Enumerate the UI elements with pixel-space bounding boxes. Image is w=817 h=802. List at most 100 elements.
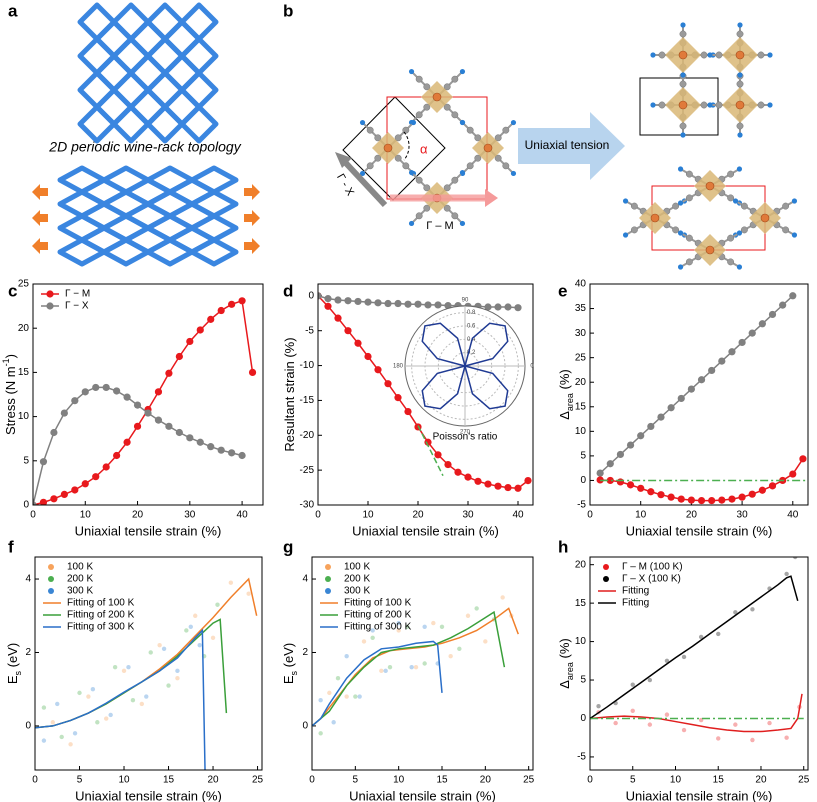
- marker: [394, 394, 402, 402]
- marker: [404, 407, 412, 416]
- marker: [789, 470, 797, 478]
- diagram-shape: [727, 170, 735, 178]
- marker: [228, 449, 236, 457]
- y-axis-label-part: (%): [557, 638, 572, 662]
- scatter-point: [383, 668, 388, 674]
- scatter-point: [767, 720, 772, 726]
- legend-label: 300 K: [344, 586, 370, 597]
- x-tick-label: 30: [184, 510, 196, 521]
- legend-marker: [603, 564, 609, 570]
- diagram-shape: [700, 101, 708, 109]
- diagram-shape: [451, 75, 459, 83]
- y-axis-label: Es (eV): [5, 643, 23, 684]
- diagram-shape: [94, 87, 134, 127]
- marker: [50, 428, 58, 437]
- x-tick-label: 20: [686, 510, 698, 521]
- marker: [81, 480, 89, 488]
- scatter-point: [353, 694, 358, 699]
- plot-frame: [589, 283, 809, 506]
- marker: [238, 451, 246, 460]
- marker: [494, 303, 502, 311]
- diagram-shape: [757, 51, 765, 59]
- scatter-point: [55, 701, 60, 707]
- marker: [39, 458, 48, 466]
- diagram-shape: [685, 170, 693, 178]
- y-tick-label: 40: [575, 279, 587, 290]
- scatter-point: [148, 650, 153, 655]
- marker: [524, 476, 532, 485]
- legend-label: Γ − M: [65, 289, 90, 300]
- diagram-shape: [685, 194, 693, 202]
- y-tick-label: 10: [575, 426, 587, 437]
- diagram-shape: [402, 162, 410, 170]
- legend-label: Fitting of 300 K: [344, 622, 412, 633]
- legend-label: Fitting of 100 K: [67, 598, 135, 609]
- diagram-shape: [715, 101, 723, 109]
- diagram-shape: [700, 51, 708, 59]
- panel-label: e: [558, 281, 567, 300]
- x-tick-label: 40: [237, 510, 249, 521]
- diagrams: [32, 2, 798, 270]
- diagram-shape: [57, 237, 107, 267]
- marker: [738, 493, 746, 501]
- y-tick-label: 25: [575, 352, 587, 363]
- diagram-shape: [366, 162, 374, 170]
- diagram-shape: [760, 213, 770, 223]
- y-tick-label: 10: [18, 411, 30, 422]
- angle-tick-label: 90: [462, 298, 469, 304]
- diagram-shape: [672, 202, 680, 210]
- marker: [60, 409, 68, 417]
- diagram-shape: [145, 189, 195, 219]
- marker: [196, 438, 204, 446]
- plot-area: [312, 595, 519, 736]
- diagram-shape: [394, 154, 402, 162]
- diagram-shape: [415, 111, 423, 119]
- legend-label: Γ – M (100 K): [622, 562, 683, 573]
- x-axis-label: Uniaxial tensile strain (%): [349, 788, 496, 802]
- diagram-shape: [678, 50, 688, 60]
- diagram-shape: [736, 166, 743, 172]
- x-tick-label: 0: [315, 510, 321, 521]
- marker: [667, 404, 675, 412]
- marker: [414, 300, 422, 308]
- diagram-shape: [735, 50, 745, 60]
- marker: [364, 352, 372, 361]
- diagram-shape: [179, 70, 219, 110]
- plot-frame: [311, 556, 534, 771]
- marker: [647, 422, 655, 431]
- marker: [154, 388, 163, 396]
- scatter-point: [716, 631, 721, 637]
- scatter-point: [431, 620, 436, 626]
- scatter-point: [361, 639, 367, 644]
- marker: [697, 496, 706, 505]
- marker: [165, 369, 173, 377]
- y-tick-label: 2: [25, 647, 31, 658]
- series-line: [35, 628, 206, 770]
- y-axis-label-part: s: [13, 671, 23, 676]
- marker: [123, 438, 131, 446]
- polar-curve: [421, 322, 509, 410]
- scatter-point: [68, 742, 73, 747]
- marker: [60, 490, 68, 498]
- diagram-shape: [451, 111, 459, 119]
- legend-label: Fitting: [622, 586, 649, 597]
- diagram-shape: [650, 213, 660, 223]
- diagram-shape: [189, 213, 239, 243]
- scatter-point: [448, 653, 453, 659]
- marker: [123, 393, 131, 401]
- diagram-shape: [679, 30, 687, 38]
- marker: [484, 303, 492, 311]
- diagram-shape: [101, 189, 151, 219]
- marker: [626, 441, 635, 449]
- marker: [344, 297, 352, 305]
- marker: [207, 443, 215, 451]
- diagram-shape: [244, 184, 260, 200]
- y-tick-label: -10: [300, 360, 315, 371]
- y-axis-label-part: Resultant strain (%): [282, 337, 297, 451]
- y-tick-label: -20: [300, 430, 315, 441]
- scatter-point: [379, 668, 384, 674]
- diagram-shape: [415, 176, 423, 184]
- series-line: [312, 610, 506, 727]
- marker: [334, 314, 342, 322]
